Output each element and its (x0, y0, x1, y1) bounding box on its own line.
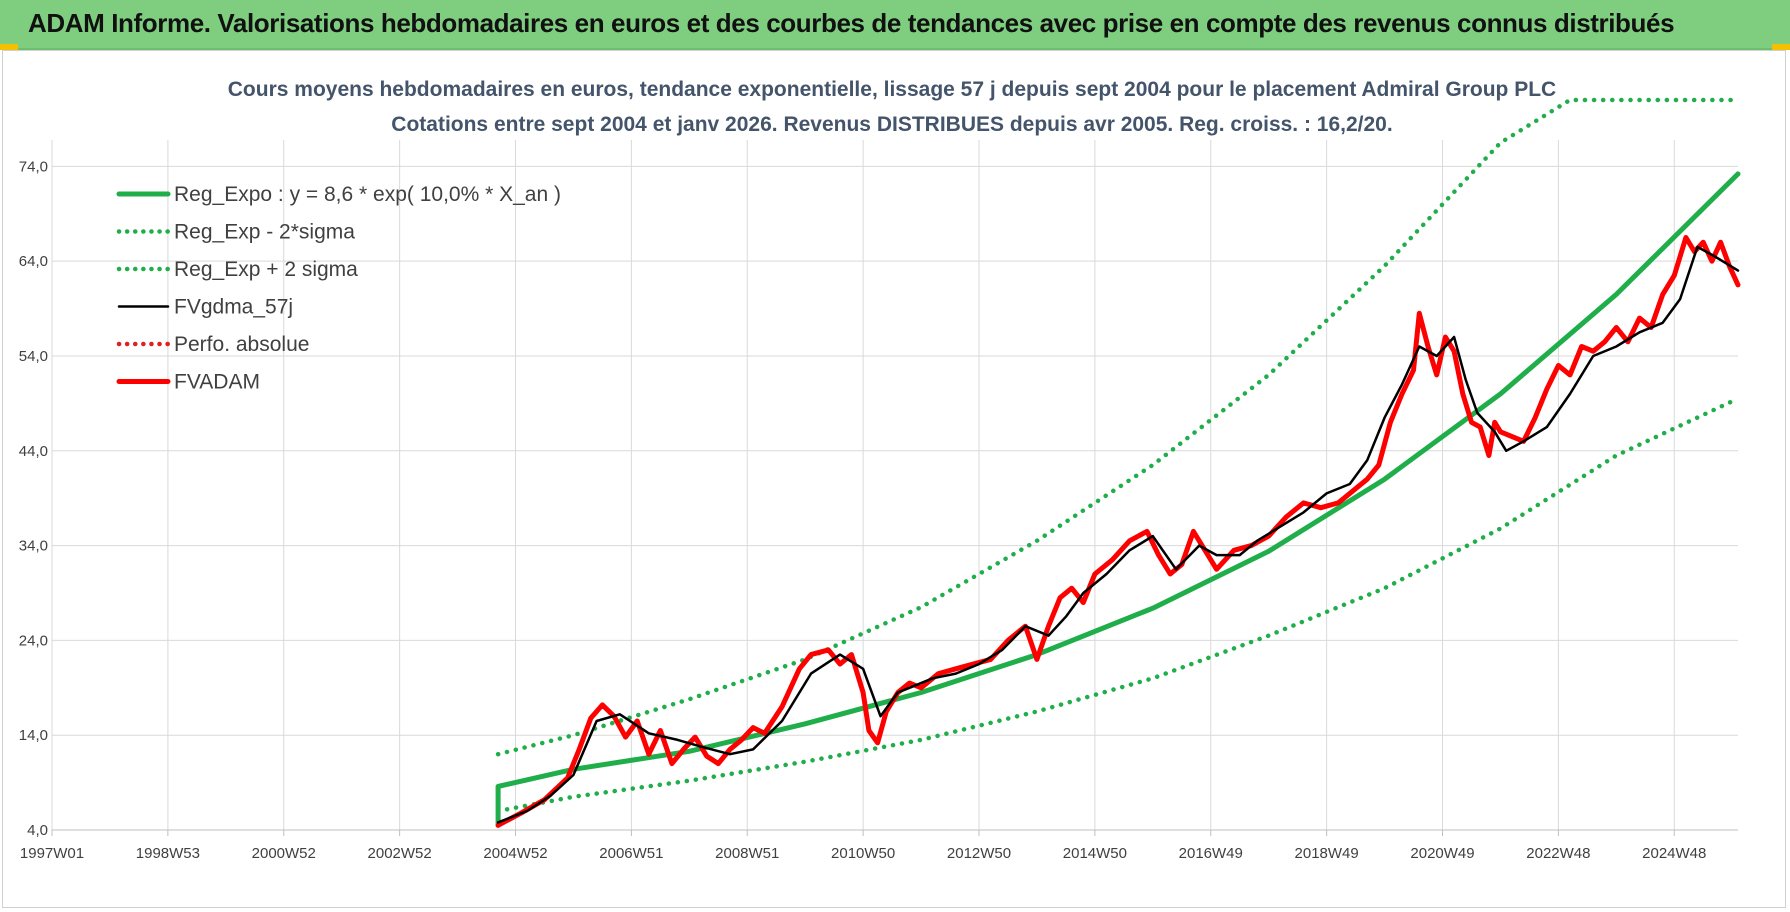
y-tick-label: 24,0 (19, 632, 48, 649)
legend-entry: Reg_Exp - 2*sigma (174, 221, 355, 244)
x-tick-label: 2020W49 (1410, 845, 1474, 862)
x-tick-label: 2014W50 (1063, 845, 1127, 862)
header-title: ADAM Informe. Valorisations hebdomadaire… (28, 8, 1675, 38)
y-tick-label: 64,0 (19, 253, 48, 270)
x-tick-label: 2002W52 (368, 845, 432, 862)
chart-subtitle: Cotations entre sept 2004 et janv 2026. … (391, 113, 1392, 136)
chart-legend: Reg_Expo : y = 8,6 * exp( 10,0% * X_an )… (116, 183, 561, 394)
x-tick-label: 2016W49 (1179, 845, 1243, 862)
legend-entry: Reg_Exp + 2 sigma (174, 258, 358, 281)
series-line (495, 396, 1741, 814)
chart-frame (2, 50, 1786, 908)
series-line (495, 171, 1741, 828)
header-bar: ADAM Informe. Valorisations hebdomadaire… (0, 0, 1790, 50)
y-tick-label: 4,0 (27, 822, 48, 839)
corner-mark-right (1772, 44, 1790, 50)
legend-entry: FVADAM (174, 371, 260, 394)
x-tick-label: 2008W51 (715, 845, 779, 862)
y-tick-label: 74,0 (19, 158, 48, 175)
corner-mark-left (0, 44, 18, 50)
chart-title: Cours moyens hebdomadaires en euros, ten… (228, 78, 1556, 101)
y-tick-label: 44,0 (19, 443, 48, 460)
x-tick-label: 1997W01 (20, 845, 84, 862)
x-tick-label: 2018W49 (1295, 845, 1359, 862)
series-line (496, 245, 1740, 824)
y-tick-label: 34,0 (19, 538, 48, 555)
x-tick-label: 2006W51 (599, 845, 663, 862)
chart-series (495, 97, 1741, 828)
series-line (495, 235, 1741, 828)
x-tick-label: 1998W53 (136, 845, 200, 862)
x-tick-label: 2024W48 (1642, 845, 1706, 862)
chart-axes: 4,0 14,0 24,0 34,0 44,0 54,0 64,0 74,0 1997W01 19… (19, 158, 1738, 862)
series-line (495, 97, 1741, 757)
x-tick-label: 2000W52 (252, 845, 316, 862)
legend-entry: FVgdma_57j (174, 296, 293, 319)
x-tick-label: 2004W52 (483, 845, 547, 862)
x-tick-label: 2010W50 (831, 845, 895, 862)
legend-entry: Reg_Expo : y = 8,6 * exp( 10,0% * X_an ) (174, 183, 561, 206)
y-tick-label: 54,0 (19, 348, 48, 365)
y-tick-label: 14,0 (19, 727, 48, 744)
legend-entry: Perfo. absolue (174, 333, 309, 356)
chart-grid (51, 140, 1738, 831)
x-tick-label: 2012W50 (947, 845, 1011, 862)
x-tick-label: 2022W48 (1526, 845, 1590, 862)
